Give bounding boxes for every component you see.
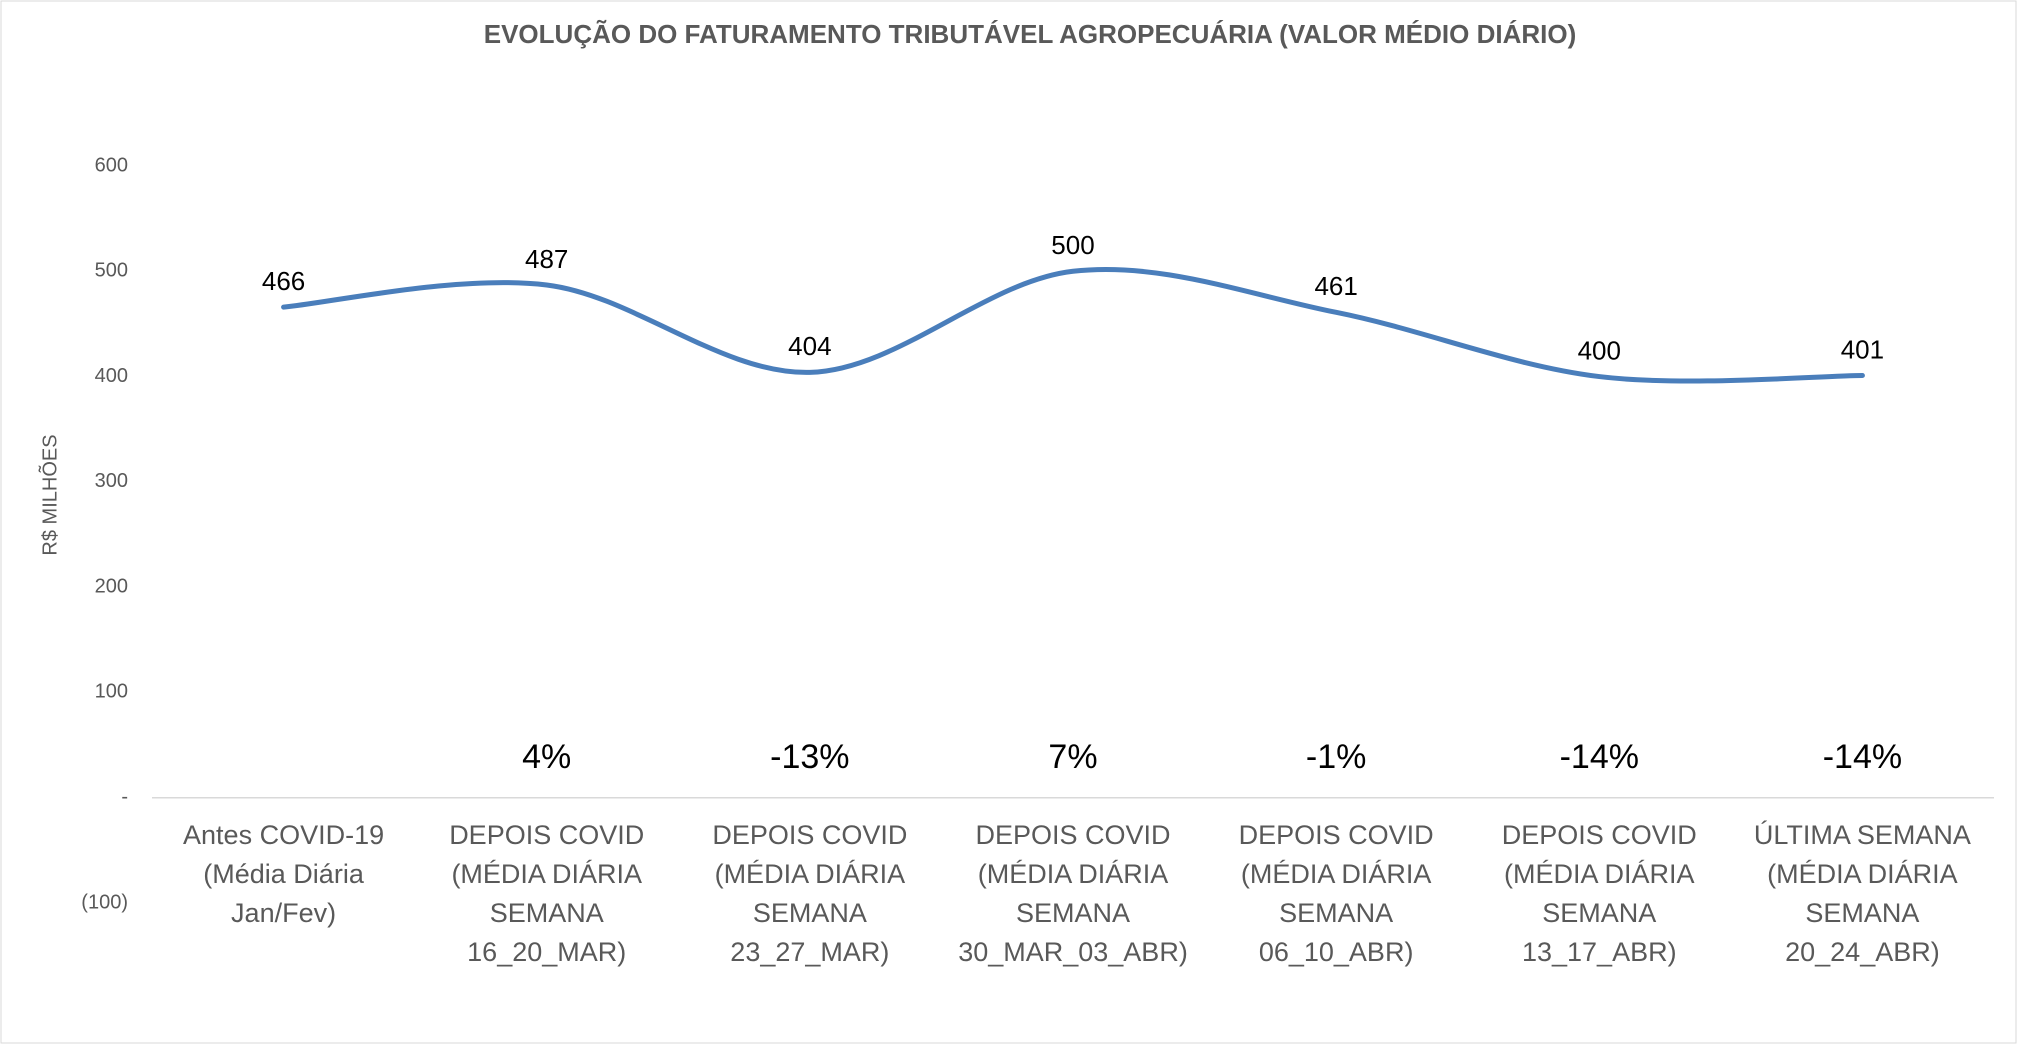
x-tick-label: 16_20_MAR) xyxy=(467,937,626,967)
x-tick-label: Jan/Fev) xyxy=(231,898,336,928)
x-tick-label: SEMANA xyxy=(1542,898,1656,928)
y-axis-label: R$ MILHÕES xyxy=(37,434,61,555)
x-tick-label: SEMANA xyxy=(1016,898,1130,928)
y-tick-label: 600 xyxy=(95,154,128,176)
y-tick-label: 500 xyxy=(95,260,128,282)
line-series xyxy=(281,266,1865,384)
change-label: -13% xyxy=(770,738,849,776)
x-tick-label: (MÉDIA DIÁRIA xyxy=(978,859,1169,889)
x-tick-label: DEPOIS COVID xyxy=(975,820,1170,850)
x-tick-label: (MÉDIA DIÁRIA xyxy=(451,859,642,889)
y-tick-label: (100) xyxy=(81,891,128,913)
x-tick-label: ÚLTIMA SEMANA xyxy=(1754,819,1971,850)
x-tick-label: SEMANA xyxy=(753,898,867,928)
x-tick-label: Antes COVID-19 xyxy=(183,820,384,850)
x-tick-label: DEPOIS COVID xyxy=(712,820,907,850)
data-label: 400 xyxy=(1578,335,1621,365)
change-label: -1% xyxy=(1306,738,1366,776)
x-tick-label: (MÉDIA DIÁRIA xyxy=(1767,859,1958,889)
x-tick-label: SEMANA xyxy=(1279,898,1393,928)
data-label: 404 xyxy=(788,331,831,361)
x-tick-label: DEPOIS COVID xyxy=(1239,820,1434,850)
x-tick-label: DEPOIS COVID xyxy=(449,820,644,850)
x-tick-label: (MÉDIA DIÁRIA xyxy=(1504,859,1695,889)
x-tick-label: DEPOIS COVID xyxy=(1502,820,1697,850)
y-tick-label: 300 xyxy=(95,470,128,492)
x-tick-label: 30_MAR_03_ABR) xyxy=(958,937,1188,967)
change-label: 7% xyxy=(1048,738,1097,776)
change-label: -14% xyxy=(1823,738,1902,776)
y-tick-label: 200 xyxy=(95,575,128,597)
x-tick-label: SEMANA xyxy=(490,898,604,928)
x-tick-label: (MÉDIA DIÁRIA xyxy=(715,859,906,889)
data-label: 401 xyxy=(1841,334,1884,364)
y-tick-label: 100 xyxy=(95,681,128,703)
chart-title: EVOLUÇÃO DO FATURAMENTO TRIBUTÁVEL AGROP… xyxy=(484,19,1576,49)
data-label: 487 xyxy=(525,244,568,274)
x-tick-label: 13_17_ABR) xyxy=(1522,937,1677,967)
data-label: 466 xyxy=(262,266,305,296)
x-tick-label: 20_24_ABR) xyxy=(1785,937,1940,967)
x-tick-label: 06_10_ABR) xyxy=(1259,937,1414,967)
data-label: 500 xyxy=(1051,230,1094,260)
x-tick-label: (Média Diária xyxy=(203,859,365,889)
x-tick-label: (MÉDIA DIÁRIA xyxy=(1241,859,1432,889)
change-label: 4% xyxy=(522,738,571,776)
change-label: -14% xyxy=(1560,738,1639,776)
y-tick-label: 400 xyxy=(95,365,128,387)
data-label: 461 xyxy=(1314,271,1357,301)
x-tick-label: 23_27_MAR) xyxy=(730,937,889,967)
y-tick-label: - xyxy=(121,786,128,808)
x-tick-label: SEMANA xyxy=(1805,898,1919,928)
